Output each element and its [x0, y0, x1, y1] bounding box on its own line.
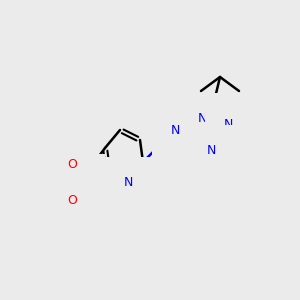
Text: N: N — [223, 118, 233, 130]
Text: N: N — [206, 143, 216, 157]
Text: O: O — [67, 194, 77, 206]
Text: N: N — [123, 176, 133, 188]
Text: S: S — [76, 175, 84, 189]
Text: O: O — [67, 158, 77, 172]
Text: N: N — [170, 124, 180, 136]
Text: N: N — [197, 112, 207, 124]
